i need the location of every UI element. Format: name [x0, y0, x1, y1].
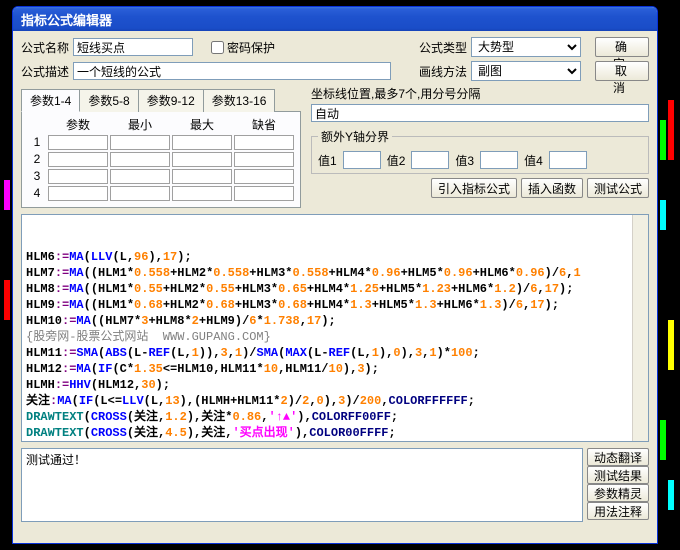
param-tabs: 参数1-4参数5-8参数9-12参数13-16 [21, 89, 301, 112]
extra-y-fieldset: 额外Y轴分界 值1 值2 值3 值4 [311, 128, 649, 174]
window-content: 公式名称 密码保护 公式类型 大势型 确 定 公式描述 画线方法 副图 取 消 … [13, 31, 657, 528]
param-cell[interactable] [110, 169, 170, 184]
param-cell[interactable] [234, 169, 294, 184]
side-button-测试结果[interactable]: 测试结果 [587, 466, 649, 484]
code-line: DRAWTEXT(CROSS(关注,4.5),关注,'买点出现'),COLOR0… [26, 425, 644, 441]
bg-candle [668, 480, 674, 510]
code-line: DRAWTEXT(CROSS(关注,1.2),关注*0.86,'↑▲'),COL… [26, 409, 644, 425]
param-cell[interactable] [172, 152, 232, 167]
code-line: HLM7:=MA((HLM1*0.558+HLM2*0.558+HLM3*0.5… [26, 265, 644, 281]
bg-candle [660, 200, 666, 230]
code-line: HLM9:=MA((HLM1*0.68+HLM2*0.68+HLM3*0.68+… [26, 297, 644, 313]
test-result-text: 测试通过！ [26, 453, 86, 467]
code-line: HLM6:=MA(LLV(L,96),17); [26, 249, 644, 265]
import-formula-button[interactable]: 引入指标公式 [431, 178, 517, 198]
param-cell[interactable] [172, 169, 232, 184]
yval-label: 值2 [387, 152, 406, 169]
code-line: DRAWICON(CROSS(关注,7.0),关注*0.520,14); [26, 441, 644, 442]
param-header: 缺省 [234, 116, 294, 133]
type-label: 公式类型 [419, 39, 467, 56]
password-checkbox-wrap[interactable]: 密码保护 [211, 39, 275, 56]
titlebar: 指标公式编辑器 [13, 7, 657, 31]
password-label: 密码保护 [227, 39, 275, 56]
code-line: HLMH:=HHV(HLM12,30); [26, 377, 644, 393]
code-line: HLM10:=MA((HLM7*3+HLM8*2+HLM9)/6*1.738,1… [26, 313, 644, 329]
param-cell[interactable] [234, 186, 294, 201]
code-line: {股旁网-股票公式网站 WWW.GUPANG.COM} [26, 329, 644, 345]
coord-label: 坐标线位置,最多7个,用分号分隔 [311, 85, 649, 102]
param-cell[interactable] [234, 152, 294, 167]
window-title: 指标公式编辑器 [21, 10, 112, 29]
yval-label: 值3 [455, 152, 474, 169]
bg-candle [668, 320, 674, 370]
insert-function-button[interactable]: 插入函数 [521, 178, 583, 198]
param-box: 参数最小最大缺省 1 2 3 4 [21, 111, 301, 208]
desc-label: 公式描述 [21, 63, 69, 80]
param-header: 参数 [48, 116, 108, 133]
param-cell[interactable] [48, 135, 108, 150]
formula-code-editor[interactable]: HLM6:=MA(LLV(L,96),17);HLM7:=MA((HLM1*0.… [21, 214, 649, 442]
code-line: HLM12:=MA(IF(C*1.35<=HLM10,HLM11*10,HLM1… [26, 361, 644, 377]
tab-参数13-16[interactable]: 参数13-16 [203, 89, 276, 112]
code-line: 关注:MA(IF(L<=LLV(L,13),(HLMH+HLM11*2)/2,0… [26, 393, 644, 409]
param-cell[interactable] [172, 135, 232, 150]
param-cell[interactable] [48, 186, 108, 201]
param-cell[interactable] [110, 152, 170, 167]
code-line: HLM8:=MA((HLM1*0.55+HLM2*0.55+HLM3*0.65+… [26, 281, 644, 297]
desc-input[interactable] [73, 62, 391, 80]
test-formula-button[interactable]: 测试公式 [587, 178, 649, 198]
tab-参数9-12[interactable]: 参数9-12 [138, 89, 204, 112]
bg-candle [660, 120, 666, 160]
yval-label: 值4 [524, 152, 543, 169]
param-row-num: 1 [28, 135, 46, 150]
password-checkbox[interactable] [211, 41, 224, 54]
yval-input[interactable] [549, 151, 587, 169]
bg-candle [4, 180, 10, 210]
param-row-num: 4 [28, 186, 46, 201]
side-button-动态翻译[interactable]: 动态翻译 [587, 448, 649, 466]
drawmode-select[interactable]: 副图 [471, 61, 581, 81]
tab-参数5-8[interactable]: 参数5-8 [79, 89, 138, 112]
code-line: HLM11:=SMA(ABS(L-REF(L,1)),3,1)/SMA(MAX(… [26, 345, 644, 361]
param-row-num: 3 [28, 169, 46, 184]
coord-input[interactable] [311, 104, 649, 122]
tab-参数1-4[interactable]: 参数1-4 [21, 89, 80, 112]
scrollbar-vertical[interactable] [632, 215, 648, 441]
param-cell[interactable] [110, 135, 170, 150]
type-select[interactable]: 大势型 [471, 37, 581, 57]
side-button-用法注释[interactable]: 用法注释 [587, 502, 649, 520]
name-input[interactable] [73, 38, 193, 56]
ok-button[interactable]: 确 定 [595, 37, 649, 57]
test-result-box: 测试通过！ [21, 448, 583, 522]
yval-label: 值1 [318, 152, 337, 169]
param-row-num: 2 [28, 152, 46, 167]
formula-editor-window: 指标公式编辑器 公式名称 密码保护 公式类型 大势型 确 定 公式描述 画线方法… [12, 6, 658, 544]
cancel-button[interactable]: 取 消 [595, 61, 649, 81]
bg-candle [660, 420, 666, 460]
yval-input[interactable] [411, 151, 449, 169]
param-cell[interactable] [110, 186, 170, 201]
yval-input[interactable] [343, 151, 381, 169]
param-cell[interactable] [48, 169, 108, 184]
drawmode-label: 画线方法 [419, 63, 467, 80]
bg-candle [4, 280, 10, 320]
name-label: 公式名称 [21, 39, 69, 56]
param-cell[interactable] [234, 135, 294, 150]
param-header: 最大 [172, 116, 232, 133]
yval-input[interactable] [480, 151, 518, 169]
extra-y-legend: 额外Y轴分界 [318, 128, 392, 145]
bg-candle [668, 100, 674, 160]
param-cell[interactable] [172, 186, 232, 201]
param-cell[interactable] [48, 152, 108, 167]
side-button-参数精灵[interactable]: 参数精灵 [587, 484, 649, 502]
param-header: 最小 [110, 116, 170, 133]
